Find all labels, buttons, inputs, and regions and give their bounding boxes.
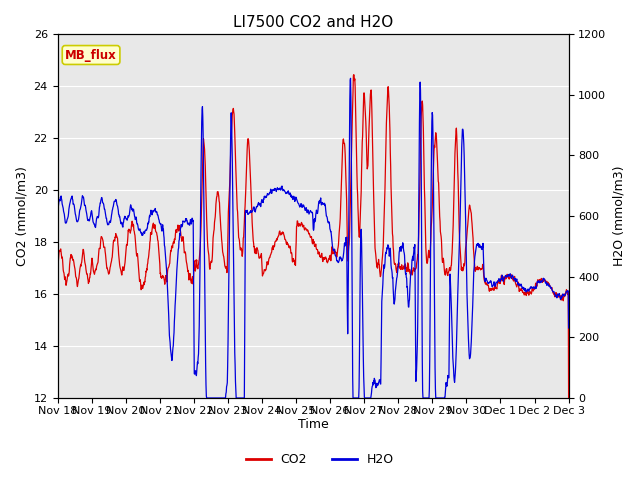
Text: MB_flux: MB_flux [65, 48, 117, 61]
Legend: CO2, H2O: CO2, H2O [241, 448, 399, 471]
X-axis label: Time: Time [298, 419, 328, 432]
Y-axis label: CO2 (mmol/m3): CO2 (mmol/m3) [15, 166, 28, 266]
Y-axis label: H2O (mmol/m3): H2O (mmol/m3) [612, 166, 625, 266]
Title: LI7500 CO2 and H2O: LI7500 CO2 and H2O [233, 15, 393, 30]
